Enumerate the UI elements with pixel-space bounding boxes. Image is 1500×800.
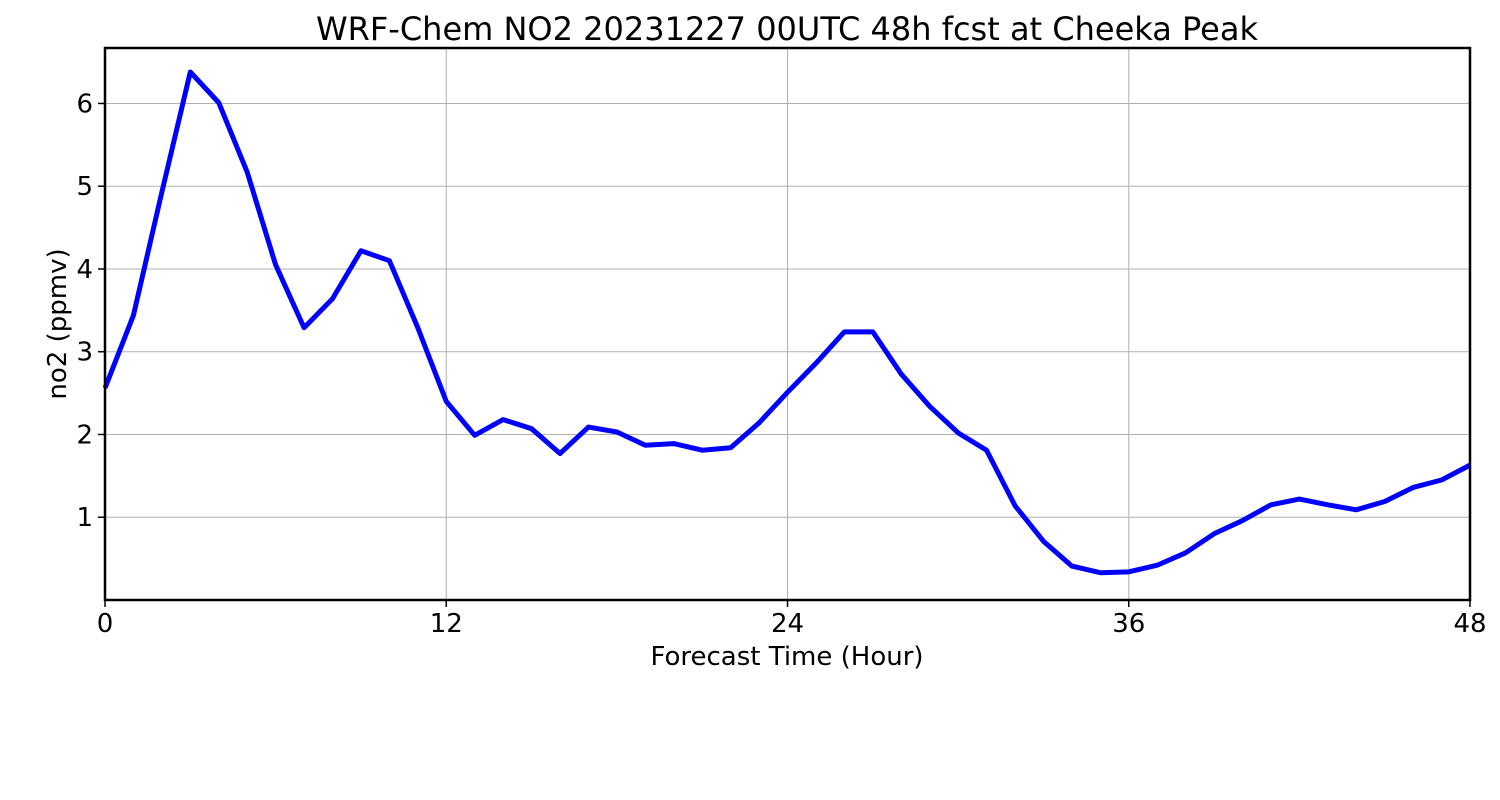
x-tick-label: 24 [771, 609, 804, 639]
x-axis-label: Forecast Time (Hour) [650, 642, 923, 672]
x-tick-label: 0 [97, 609, 114, 639]
chart-title: WRF-Chem NO2 20231227 00UTC 48h fcst at … [316, 10, 1258, 48]
y-tick-label: 5 [76, 172, 93, 202]
y-tick-label: 1 [76, 503, 93, 533]
y-tick-label: 3 [76, 338, 93, 368]
grid-lines [105, 48, 1470, 600]
x-tick-label: 36 [1112, 609, 1145, 639]
data-line-layer [102, 69, 1472, 576]
y-axis-ticks: 1 2 3 4 5 6 [76, 89, 105, 533]
y-tick-label: 2 [76, 420, 93, 450]
no2-series-line [102, 69, 1472, 576]
x-tick-label: 12 [430, 609, 463, 639]
x-tick-label: 48 [1453, 609, 1486, 639]
y-axis-label: no2 (ppmv) [43, 248, 73, 399]
y-tick-label: 4 [76, 255, 93, 285]
y-tick-label: 6 [76, 89, 93, 119]
x-axis-ticks: 0 12 24 36 48 [97, 600, 1487, 639]
